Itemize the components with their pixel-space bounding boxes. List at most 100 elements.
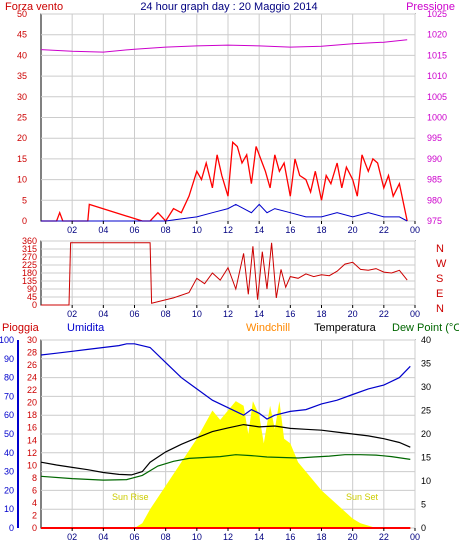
humidity-axis-label: Umidita <box>67 322 105 334</box>
x-tick-label: 18 <box>316 225 326 235</box>
x-tick-label: 00 <box>410 309 420 319</box>
x-tick-label: 12 <box>223 532 233 542</box>
x-tick-label: 08 <box>161 309 171 319</box>
solar-radiation-area <box>41 401 411 528</box>
temperature-line <box>40 423 411 476</box>
humidity-tick-label: 100 <box>0 335 14 345</box>
x-tick-label: 12 <box>223 309 233 319</box>
wind-tick-label: 30 <box>17 92 27 102</box>
humidity-line <box>40 343 411 420</box>
wind-tick-label: 50 <box>17 9 27 19</box>
pressure-tick-label: 980 <box>427 195 442 205</box>
rain-tick-label: 24 <box>27 373 37 383</box>
rain-tick-label: 12 <box>27 448 37 458</box>
gust-line <box>41 203 408 222</box>
humidity-tick-label: 70 <box>4 391 14 401</box>
rain-tick-label: 8 <box>32 473 37 483</box>
chart-title: 24 hour graph day : 20 Maggio 2014 <box>140 1 317 13</box>
rain-tick-label: 4 <box>32 498 37 508</box>
temp-tick-label: 15 <box>421 453 431 463</box>
rain-tick-label: 2 <box>32 510 37 520</box>
temp-tick-label: 20 <box>421 429 431 439</box>
x-tick-label: 10 <box>192 532 202 542</box>
x-tick-label: 14 <box>254 225 264 235</box>
rain-tick-label: 16 <box>27 423 37 433</box>
pressure-tick-label: 990 <box>427 154 442 164</box>
rain-tick-label: 14 <box>27 435 37 445</box>
wind-tick-label: 45 <box>17 30 27 40</box>
rain-tick-label: 30 <box>27 335 37 345</box>
humidity-tick-label: 40 <box>4 448 14 458</box>
pressure-tick-label: 1010 <box>427 71 447 81</box>
wind-tick-label: 0 <box>22 216 27 226</box>
direction-line <box>41 242 408 306</box>
rain-axis-label: Pioggia <box>2 322 40 334</box>
humidity-tick-label: 30 <box>4 467 14 477</box>
x-tick-label: 16 <box>285 309 295 319</box>
x-tick-label: 18 <box>316 309 326 319</box>
rain-tick-label: 18 <box>27 410 37 420</box>
pressure-tick-label: 995 <box>427 133 442 143</box>
sunrise-annotation: Sun Rise <box>112 492 149 502</box>
direction-tick-label: 0 <box>32 300 37 310</box>
direction-tick-label: 360 <box>22 236 37 246</box>
x-tick-label: 20 <box>348 532 358 542</box>
x-tick-label: 08 <box>161 532 171 542</box>
x-tick-label: 02 <box>67 532 77 542</box>
wind-tick-label: 15 <box>17 154 27 164</box>
rain-tick-label: 28 <box>27 348 37 358</box>
wind-tick-label: 5 <box>22 195 27 205</box>
rain-tick-label: 26 <box>27 360 37 370</box>
temp-tick-label: 30 <box>421 382 431 392</box>
x-tick-label: 18 <box>316 532 326 542</box>
dewpoint-line <box>40 454 411 481</box>
x-tick-label: 10 <box>192 225 202 235</box>
dewpoint-label: Dew Point (°C <box>392 322 459 334</box>
x-tick-label: 06 <box>129 309 139 319</box>
wind-axis-label: Forza vento <box>5 1 63 13</box>
x-tick-label: 20 <box>348 225 358 235</box>
wind-tick-label: 40 <box>17 50 27 60</box>
compass-letter: W <box>436 258 447 270</box>
x-tick-label: 04 <box>98 225 108 235</box>
wind-tick-label: 35 <box>17 71 27 81</box>
x-tick-label: 02 <box>67 225 77 235</box>
temp-tick-label: 0 <box>421 523 426 533</box>
rain-tick-label: 22 <box>27 385 37 395</box>
direction-tick-label: 180 <box>22 268 37 278</box>
temperature-label: Temperatura <box>314 322 377 334</box>
direction-tick-label: 315 <box>22 244 37 254</box>
x-tick-label: 22 <box>379 309 389 319</box>
x-tick-label: 00 <box>410 225 420 235</box>
temp-tick-label: 10 <box>421 476 431 486</box>
rain-tick-label: 10 <box>27 460 37 470</box>
pressure-axis-label: Pressione <box>406 1 455 13</box>
temp-tick-label: 5 <box>421 500 426 510</box>
sunset-annotation: Sun Set <box>346 492 379 502</box>
compass-letter: N <box>436 303 444 315</box>
pressure-tick-label: 975 <box>427 216 442 226</box>
direction-tick-label: 135 <box>22 276 37 286</box>
direction-tick-label: 270 <box>22 252 37 262</box>
humidity-tick-label: 20 <box>4 485 14 495</box>
direction-tick-label: 225 <box>22 260 37 270</box>
pressure-tick-label: 1020 <box>427 30 447 40</box>
x-tick-label: 16 <box>285 532 295 542</box>
direction-tick-label: 90 <box>27 284 37 294</box>
temp-tick-label: 40 <box>421 335 431 345</box>
x-tick-label: 04 <box>98 309 108 319</box>
humidity-tick-label: 0 <box>9 523 14 533</box>
x-tick-label: 16 <box>285 225 295 235</box>
compass-letter: S <box>436 273 443 285</box>
rain-tick-label: 20 <box>27 398 37 408</box>
humidity-tick-label: 10 <box>4 504 14 514</box>
direction-tick-label: 45 <box>27 292 37 302</box>
x-tick-label: 12 <box>223 225 233 235</box>
wind-tick-label: 10 <box>17 175 27 185</box>
wind-tick-label: 20 <box>17 133 27 143</box>
x-tick-label: 22 <box>379 532 389 542</box>
rain-tick-label: 6 <box>32 485 37 495</box>
rain-tick-label: 0 <box>32 523 37 533</box>
pressure-tick-label: 985 <box>427 175 442 185</box>
humidity-tick-label: 90 <box>4 354 14 364</box>
